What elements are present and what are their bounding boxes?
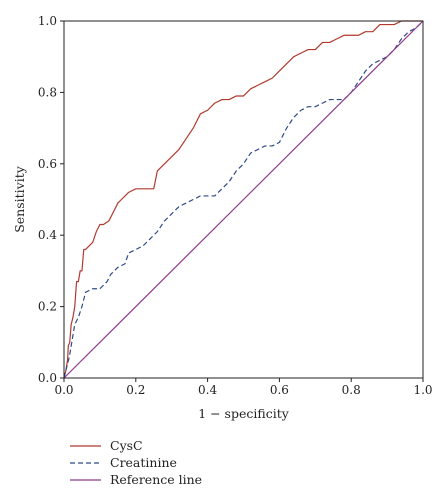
y-tick-label: 1.0 (38, 14, 57, 28)
x-tick-label: 1.0 (413, 383, 432, 397)
legend-label-reference-line: Reference line (110, 472, 202, 487)
series-line-creatinine (63, 20, 424, 379)
legend-label-cysc: CysC (110, 438, 143, 453)
plot-frame (63, 20, 424, 379)
legend: CysC Creatinine Reference line (70, 438, 202, 487)
x-tick-label: 0.0 (54, 383, 73, 397)
x-tick-label: 0.4 (198, 383, 217, 397)
series-line-cysc (63, 20, 423, 379)
legend-label-creatinine: Creatinine (110, 455, 177, 470)
series-line-reference-line (63, 20, 424, 379)
axes: 0.0 0.2 0.4 0.6 0.8 1.0 0.0 0.2 0.4 0.6 0.8 1.0 (38, 14, 433, 397)
y-tick-label: 0.6 (38, 157, 57, 171)
axis-labels: 1 − specificity Sensitivity (12, 165, 290, 421)
x-axis-title: 1 − specificity (198, 406, 290, 421)
x-tick-label: 0.2 (126, 383, 145, 397)
y-tick-label: 0.0 (38, 371, 57, 385)
y-tick-label: 0.8 (38, 85, 57, 99)
y-tick-label: 0.4 (38, 228, 57, 242)
y-axis-title: Sensitivity (12, 165, 27, 233)
x-tick-label: 0.6 (270, 383, 289, 397)
x-tick-label: 0.8 (342, 383, 361, 397)
plot-area (63, 20, 424, 379)
y-tick-label: 0.2 (38, 300, 57, 314)
